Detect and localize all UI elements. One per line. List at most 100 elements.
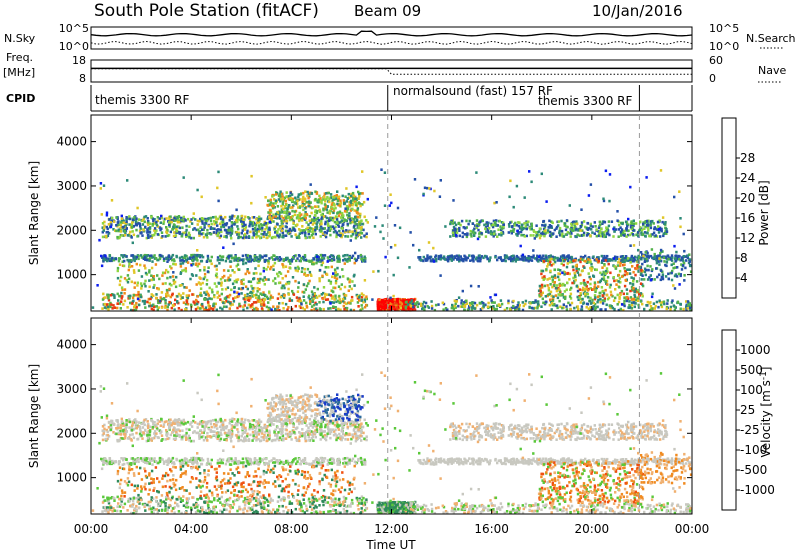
heatmap-cell <box>334 206 337 210</box>
heatmap-cell <box>243 234 246 237</box>
heatmap-cell <box>361 222 364 226</box>
heatmap-cell <box>168 428 171 431</box>
heatmap-cell <box>164 306 167 309</box>
heatmap-cell <box>275 193 278 196</box>
heatmap-cell <box>356 211 359 214</box>
heatmap-cell <box>360 257 363 261</box>
heatmap-cell <box>333 268 337 271</box>
heatmap-cell <box>252 277 256 280</box>
heatmap-cell <box>582 256 585 259</box>
heatmap-cell <box>551 285 554 289</box>
heatmap-cell <box>222 301 225 305</box>
heatmap-cell <box>238 268 241 271</box>
heatmap-cell <box>286 209 289 213</box>
heatmap-cell <box>225 235 228 239</box>
heatmap-cell <box>251 216 254 219</box>
heatmap-cell <box>574 278 577 282</box>
heatmap-cell <box>338 211 341 215</box>
heatmap-cell <box>541 223 544 227</box>
heatmap-cell <box>409 305 413 308</box>
heatmap-cell <box>143 282 146 286</box>
heatmap-cell <box>661 277 665 281</box>
heatmap-cell <box>96 284 99 287</box>
heatmap-cell <box>649 278 653 282</box>
heatmap-cell <box>492 306 495 310</box>
heatmap-cell <box>348 278 352 282</box>
heatmap-cell <box>492 235 495 238</box>
heatmap-cell <box>203 266 206 269</box>
heatmap-cell <box>670 301 674 304</box>
heatmap-cell <box>471 304 475 308</box>
heatmap-cell <box>396 300 399 303</box>
heatmap-cell <box>257 437 260 441</box>
heatmap-cell <box>410 299 414 302</box>
heatmap-cell <box>578 234 581 237</box>
heatmap-cell <box>291 256 295 259</box>
heatmap-cell <box>341 233 344 237</box>
heatmap-cell <box>194 253 197 257</box>
heatmap-cell <box>291 197 294 201</box>
heatmap-cell <box>244 226 248 229</box>
heatmap-cell <box>146 231 149 234</box>
heatmap-cell <box>630 254 634 258</box>
heatmap-cell <box>412 305 415 309</box>
heatmap-cell <box>537 302 540 306</box>
heatmap-cell <box>287 293 290 296</box>
heatmap-cell <box>371 298 374 301</box>
heatmap-cell <box>332 203 336 206</box>
heatmap-cell <box>331 219 335 222</box>
heatmap-cell <box>206 292 210 296</box>
heatmap-cell <box>284 229 288 233</box>
heatmap-cell <box>242 308 245 312</box>
heatmap-cell <box>223 300 226 304</box>
heatmap-cell <box>223 279 227 282</box>
heatmap-cell <box>167 221 171 224</box>
heatmap-cell <box>296 269 299 273</box>
heatmap-cell <box>490 224 493 227</box>
heatmap-cell <box>452 234 455 237</box>
heatmap-cell <box>106 259 109 263</box>
heatmap-cell <box>458 234 461 238</box>
heatmap-cell <box>457 221 461 225</box>
heatmap-cell <box>357 190 360 194</box>
heatmap-cell <box>430 300 433 303</box>
heatmap-cell <box>108 259 111 262</box>
heatmap-cell <box>437 303 440 306</box>
heatmap-cell <box>650 269 654 273</box>
heatmap-cell <box>208 297 211 300</box>
heatmap-cell <box>356 295 359 298</box>
heatmap-cell <box>628 259 631 262</box>
heatmap-cell <box>382 237 385 240</box>
heatmap-cell <box>476 222 479 226</box>
heatmap-cell <box>382 302 385 306</box>
heatmap-cell <box>106 227 109 231</box>
heatmap-cell <box>338 275 342 279</box>
heatmap-cell <box>602 292 606 295</box>
heatmap-cell <box>118 283 121 287</box>
heatmap-cell <box>565 225 568 228</box>
velocity-heatmap <box>91 371 693 515</box>
heatmap-cell <box>214 274 218 277</box>
heatmap-cell <box>332 230 336 234</box>
heatmap-cell <box>667 257 670 261</box>
heatmap-cell <box>590 267 594 271</box>
heatmap-cell <box>199 255 202 259</box>
heatmap-cell <box>605 293 609 297</box>
heatmap-cell <box>548 277 551 280</box>
heatmap-cell <box>311 230 314 233</box>
heatmap-cell <box>216 224 219 227</box>
heatmap-cell <box>221 258 224 262</box>
heatmap-cell <box>546 229 550 232</box>
heatmap-cell <box>662 232 665 235</box>
heatmap-cell <box>292 221 295 225</box>
heatmap-cell <box>123 277 127 280</box>
heatmap-cell <box>305 304 308 308</box>
heatmap-cell <box>135 228 138 232</box>
heatmap-cell <box>679 225 682 229</box>
heatmap-cell <box>490 299 493 302</box>
heatmap-cell <box>355 185 358 189</box>
heatmap-cell <box>172 278 175 282</box>
heatmap-cell <box>534 300 537 304</box>
heatmap-cell <box>651 292 654 296</box>
heatmap-cell <box>338 301 341 304</box>
